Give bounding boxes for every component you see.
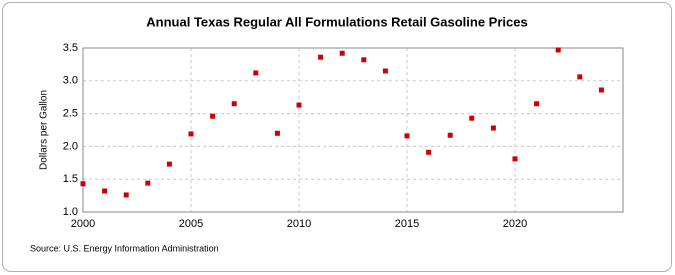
point xyxy=(361,57,367,63)
point xyxy=(598,87,604,93)
y-tick-label: 2.5 xyxy=(63,108,78,120)
chart-title: Annual Texas Regular All Formulations Re… xyxy=(146,14,527,29)
source-note: Source: U.S. Energy Information Administ… xyxy=(30,243,219,253)
point xyxy=(123,192,129,198)
point xyxy=(339,50,345,56)
point xyxy=(469,115,475,121)
point xyxy=(231,101,237,107)
point xyxy=(102,188,108,194)
point xyxy=(274,130,280,136)
y-tick-label: 3.0 xyxy=(63,75,78,87)
y-tick-label: 1.5 xyxy=(63,173,78,185)
y-tick-label: 1.0 xyxy=(63,206,78,218)
x-tick-label: 2005 xyxy=(179,218,203,230)
point xyxy=(577,74,583,80)
y-axis-label: Dollars per Gallon xyxy=(39,90,50,170)
point xyxy=(490,125,496,131)
point xyxy=(188,131,194,137)
point xyxy=(210,113,216,119)
point xyxy=(426,149,432,155)
plot-area xyxy=(82,47,624,213)
point xyxy=(534,101,540,107)
x-tick-label: 2000 xyxy=(71,218,95,230)
point xyxy=(382,68,388,74)
point xyxy=(166,161,172,167)
point xyxy=(404,133,410,139)
x-tick-label: 2015 xyxy=(395,218,419,230)
point xyxy=(447,132,453,138)
point xyxy=(253,70,259,76)
x-tick-label: 2010 xyxy=(287,218,311,230)
point xyxy=(555,47,561,53)
point xyxy=(318,54,324,60)
point xyxy=(80,181,86,187)
y-tick-label: 3.5 xyxy=(63,42,78,54)
x-tick-label: 2020 xyxy=(503,218,527,230)
point xyxy=(145,180,151,186)
point xyxy=(512,156,518,162)
y-tick-label: 2.0 xyxy=(63,140,78,152)
frame xyxy=(2,2,672,272)
point xyxy=(296,102,302,108)
